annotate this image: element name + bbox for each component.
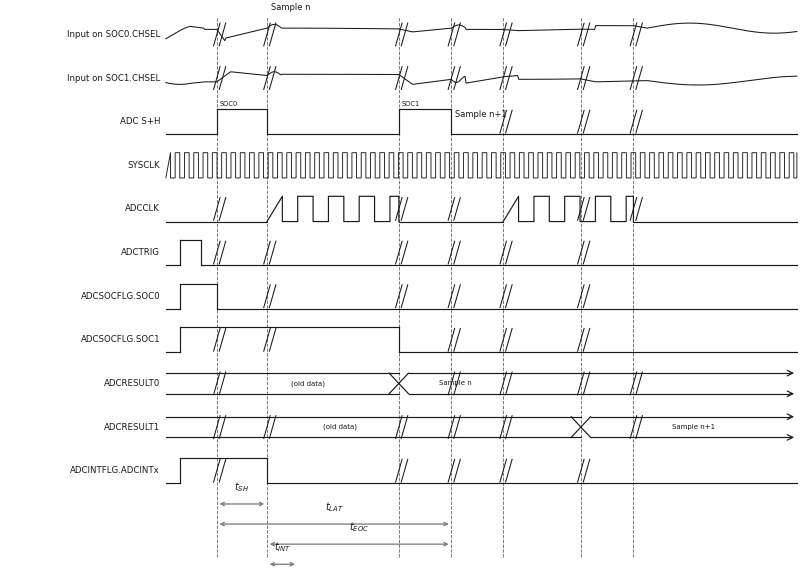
Text: $t_{SH}$: $t_{SH}$ [235, 480, 249, 494]
Text: ADCSOCFLG.SOC1: ADCSOCFLG.SOC1 [81, 335, 160, 344]
Text: SOC0: SOC0 [219, 101, 238, 107]
Text: ADCSOCFLG.SOC0: ADCSOCFLG.SOC0 [81, 292, 160, 301]
Text: Input on SOC0.CHSEL: Input on SOC0.CHSEL [67, 30, 160, 39]
Text: ADCRESULT1: ADCRESULT1 [104, 422, 160, 432]
Text: SOC1: SOC1 [401, 101, 419, 107]
Text: ADCTRIG: ADCTRIG [121, 248, 160, 257]
Text: Sample n: Sample n [439, 381, 472, 386]
Text: Sample n: Sample n [271, 3, 311, 11]
Text: Sample n+1: Sample n+1 [455, 110, 507, 119]
Text: Sample n+1: Sample n+1 [672, 424, 715, 430]
Text: SYSCLK: SYSCLK [128, 161, 160, 170]
Text: ADCCLK: ADCCLK [125, 204, 160, 214]
Text: (old data): (old data) [290, 380, 325, 387]
Text: Input on SOC1.CHSEL: Input on SOC1.CHSEL [67, 73, 160, 83]
Text: ADCRESULT0: ADCRESULT0 [104, 379, 160, 388]
Text: ADC S+H: ADC S+H [120, 117, 160, 126]
Text: ADCINTFLG.ADCINTx: ADCINTFLG.ADCINTx [70, 466, 160, 475]
Text: $t_{LAT}$: $t_{LAT}$ [324, 500, 344, 514]
Text: (old data): (old data) [323, 424, 358, 430]
Text: $t_{INT}$: $t_{INT}$ [273, 540, 291, 554]
Text: $t_{EOC}$: $t_{EOC}$ [349, 520, 369, 534]
